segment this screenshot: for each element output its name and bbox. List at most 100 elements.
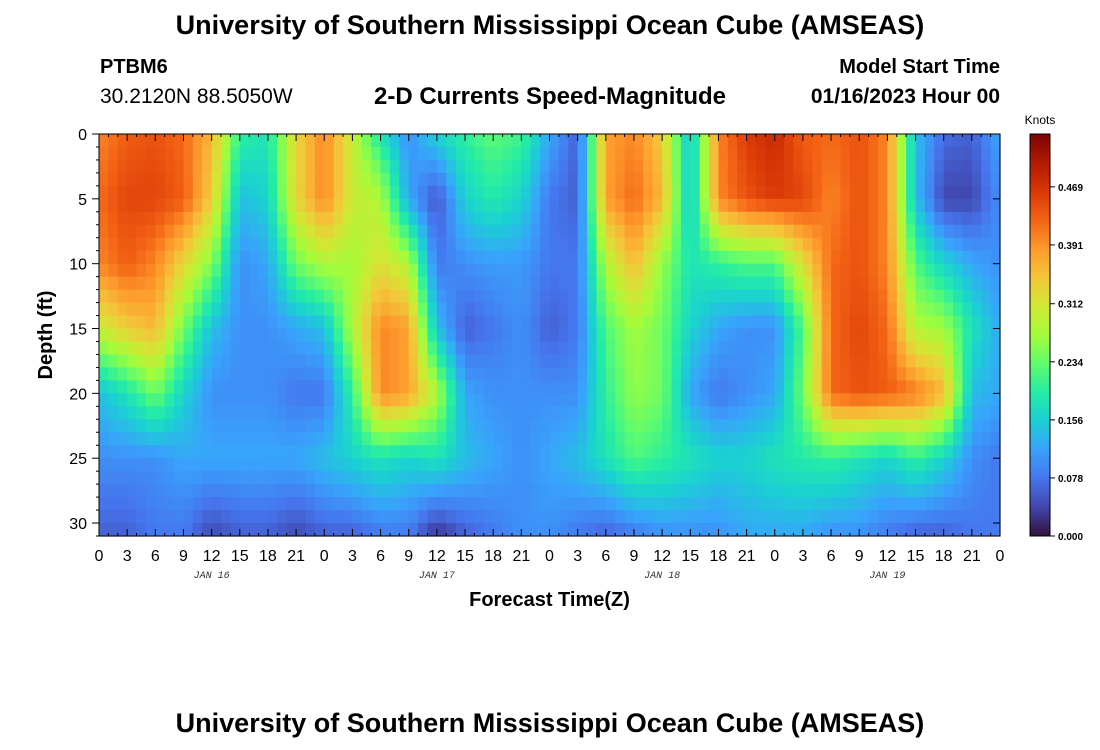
- heatmap-cell: [906, 380, 917, 394]
- heatmap-cell: [962, 211, 973, 226]
- heatmap-cell: [502, 159, 513, 174]
- heatmap-cell: [793, 523, 804, 537]
- heatmap-cell: [267, 523, 278, 537]
- heatmap-cell: [633, 224, 644, 239]
- heatmap-cell: [821, 380, 832, 394]
- heatmap-cell: [812, 263, 823, 278]
- heatmap-cell: [924, 134, 935, 148]
- heatmap-cell: [277, 471, 288, 485]
- heatmap-cell: [127, 224, 138, 239]
- heatmap-cell: [877, 432, 888, 446]
- heatmap-cell: [99, 263, 109, 278]
- heatmap-cell: [549, 302, 560, 317]
- heatmap-cell: [380, 419, 391, 433]
- heatmap-cell: [755, 250, 766, 265]
- heatmap-cell: [192, 237, 203, 252]
- heatmap-cell: [108, 211, 119, 226]
- heatmap-cell: [258, 328, 269, 343]
- heatmap-cell: [324, 211, 335, 226]
- heatmap-cell: [624, 302, 635, 317]
- heatmap-cell: [737, 302, 748, 317]
- heatmap-cell: [145, 185, 156, 200]
- heatmap-cell: [465, 315, 476, 330]
- heatmap-cell: [953, 315, 964, 330]
- heatmap-cell: [624, 237, 635, 252]
- heatmap-cell: [202, 419, 213, 433]
- heatmap-cell: [709, 146, 720, 161]
- heatmap-cell: [164, 523, 175, 537]
- heatmap-cell: [765, 289, 776, 304]
- heatmap-cell: [380, 471, 391, 485]
- heatmap-cell: [371, 458, 382, 472]
- heatmap-cell: [174, 497, 185, 511]
- heatmap-cell: [192, 250, 203, 265]
- heatmap-cell: [605, 380, 616, 394]
- heatmap-cell: [812, 276, 823, 291]
- heatmap-cell: [690, 419, 701, 433]
- heatmap-cell: [174, 393, 185, 407]
- heatmap-cell: [99, 510, 109, 524]
- heatmap-cell: [802, 458, 813, 472]
- heatmap-cell: [868, 315, 879, 330]
- heatmap-cell: [183, 250, 194, 265]
- x-axis: 0 3 6 9 12 15 18 21 0 3 6 9 12 15 18 21 0 3 6 9 12 15 18 21 0 3 6 9…: [95, 134, 1005, 565]
- heatmap-cell: [399, 263, 410, 278]
- heatmap-cell: [755, 237, 766, 252]
- heatmap-cell: [802, 380, 813, 394]
- heatmap-cell: [343, 289, 354, 304]
- heatmap-cell: [699, 484, 710, 498]
- heatmap-cell: [155, 146, 166, 161]
- heatmap-cell: [652, 237, 663, 252]
- heatmap-cell: [483, 237, 494, 252]
- heatmap-cell: [239, 445, 250, 459]
- heatmap-cell: [718, 146, 729, 161]
- heatmap-cell: [953, 146, 964, 161]
- heatmap-cell: [145, 224, 156, 239]
- heatmap-cell: [934, 458, 945, 472]
- heatmap-cell: [427, 510, 438, 524]
- heatmap-cell: [615, 172, 626, 187]
- heatmap-cell: [615, 354, 626, 369]
- heatmap-cell: [117, 211, 128, 226]
- heatmap-cell: [174, 510, 185, 524]
- x-tick-label: 21: [512, 548, 530, 565]
- heatmap-cell: [727, 328, 738, 343]
- heatmap-cell: [136, 354, 147, 369]
- heatmap-cell: [737, 263, 748, 278]
- heatmap-cell: [418, 445, 429, 459]
- heatmap-cell: [136, 302, 147, 317]
- heatmap-cell: [671, 263, 682, 278]
- heatmap-cell: [305, 134, 316, 148]
- heatmap-cell: [389, 445, 400, 459]
- heatmap-cell: [343, 198, 354, 213]
- heatmap-cell: [840, 328, 851, 343]
- heatmap-cell: [877, 380, 888, 394]
- heatmap-cell: [962, 406, 973, 420]
- heatmap-cell: [249, 211, 260, 226]
- heatmap-cell: [530, 276, 541, 291]
- heatmap-cell: [746, 198, 757, 213]
- heatmap-cell: [324, 146, 335, 161]
- heatmap-cell: [746, 134, 757, 148]
- heatmap-cell: [521, 380, 532, 394]
- heatmap-cell: [258, 471, 269, 485]
- heatmap-cell: [812, 341, 823, 356]
- heatmap-cell: [784, 250, 795, 265]
- heatmap-cell: [887, 276, 898, 291]
- heatmap-cell: [352, 134, 363, 148]
- heatmap-cell: [192, 263, 203, 278]
- heatmap-cell: [624, 341, 635, 356]
- heatmap-cell: [99, 328, 109, 343]
- heatmap-cell: [924, 289, 935, 304]
- heatmap-cell: [615, 380, 626, 394]
- heatmap-cell: [136, 224, 147, 239]
- heatmap-cell: [540, 172, 551, 187]
- heatmap-cell: [483, 458, 494, 472]
- heatmap-cell: [474, 393, 485, 407]
- heatmap-cell: [943, 380, 954, 394]
- heatmap-cell: [671, 315, 682, 330]
- heatmap-cell: [446, 159, 457, 174]
- heatmap-cell: [727, 263, 738, 278]
- heatmap-cell: [558, 432, 569, 446]
- heatmap-cell: [136, 263, 147, 278]
